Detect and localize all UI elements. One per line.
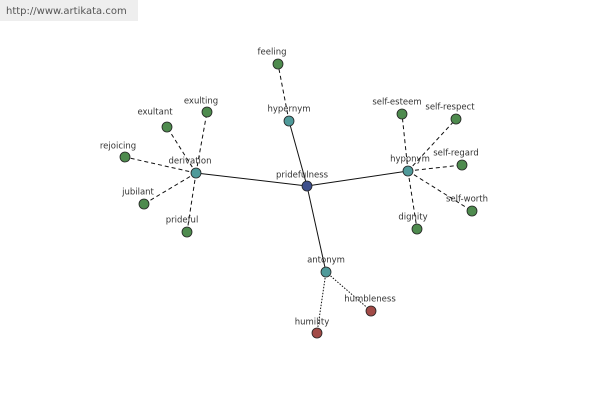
edge <box>306 170 409 187</box>
edge <box>277 63 290 122</box>
edge <box>407 170 418 230</box>
edge <box>401 113 409 172</box>
node <box>181 226 193 238</box>
node <box>119 151 131 163</box>
node <box>320 266 332 278</box>
node-label: humbleness <box>344 295 396 305</box>
node <box>283 115 295 127</box>
edge <box>124 156 197 174</box>
node <box>190 167 202 179</box>
node-label: exultant <box>137 108 173 118</box>
node <box>411 223 423 235</box>
node <box>450 113 462 125</box>
node-label: hypernym <box>267 105 310 115</box>
node <box>466 205 478 217</box>
node <box>402 165 414 177</box>
node <box>311 327 323 339</box>
node <box>272 58 284 70</box>
edge <box>325 271 372 312</box>
node-label: pridefulness <box>276 171 329 181</box>
nodes: pridefulness hypernym feeling derivation exu… <box>100 48 488 339</box>
node-label: dignity <box>398 213 427 223</box>
edge <box>306 185 327 273</box>
edges <box>124 63 473 334</box>
node-label: self-esteem <box>372 98 421 108</box>
edge <box>407 170 473 212</box>
node-label: humility <box>295 318 330 328</box>
edge <box>166 126 197 174</box>
edge <box>407 118 457 172</box>
node-label: hyponym <box>390 155 430 165</box>
edge <box>186 172 197 233</box>
edge <box>316 271 327 334</box>
url: http://www.artikata.com <box>6 6 127 17</box>
node-label: self-respect <box>425 103 475 113</box>
edge <box>195 172 308 187</box>
node-label: exulting <box>184 97 218 107</box>
node-label: antonym <box>307 256 345 266</box>
node <box>365 305 377 317</box>
edge <box>407 164 463 172</box>
node <box>456 159 468 171</box>
node-label: jubilant <box>121 188 154 198</box>
node <box>161 121 173 133</box>
edge <box>288 120 308 187</box>
node-label: self-regard <box>433 149 479 159</box>
edge <box>143 172 197 205</box>
node-label: derivation <box>168 157 211 167</box>
node-label: rejoicing <box>100 142 136 152</box>
node <box>138 198 150 210</box>
node <box>396 108 408 120</box>
node <box>301 180 313 192</box>
node-label: prideful <box>166 216 199 226</box>
node-label: self-worth <box>446 195 488 205</box>
node-label: feeling <box>258 48 287 58</box>
edge <box>195 111 208 174</box>
node <box>201 106 213 118</box>
url-box <box>0 0 138 21</box>
